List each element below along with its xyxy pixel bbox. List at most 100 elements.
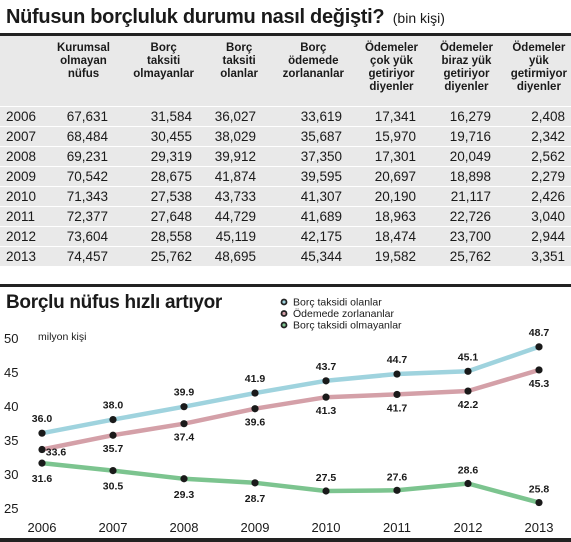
header-cell: Kurumsal olmayan nüfus xyxy=(48,36,114,107)
data-point xyxy=(251,479,259,487)
table-cell: 19,716 xyxy=(422,126,497,147)
table-row: 2012 73,604 28,558 45,119 42,175 18,474 23,700… xyxy=(0,226,571,247)
data-label: 35.7 xyxy=(103,443,124,455)
table-cell: 73,604 xyxy=(48,226,114,247)
data-label: 28.6 xyxy=(458,465,479,477)
y-tick-label: 45 xyxy=(4,365,18,380)
series-line xyxy=(39,460,542,505)
legend-marker-fill xyxy=(282,300,286,304)
table-cell: 67,631 xyxy=(48,106,114,127)
table-header-row: Kurumsal olmayan nüfus Borç taksiti olmayanl… xyxy=(0,36,571,107)
table-cell: 70,542 xyxy=(48,166,114,187)
header-cell-year xyxy=(0,36,48,107)
table-cell: 33,619 xyxy=(262,106,348,127)
table-row: 2007 68,484 30,455 38,029 35,687 15,970 19,716… xyxy=(0,126,571,147)
table-cell: 25,762 xyxy=(422,246,497,267)
header-cell: Ödemeler yük getirmiyor diyenler xyxy=(497,36,571,107)
data-point xyxy=(251,405,259,413)
table-cell: 36,027 xyxy=(198,106,262,127)
table-cell: 42,175 xyxy=(262,226,348,247)
data-label: 48.7 xyxy=(529,327,550,339)
y-tick-label: 50 xyxy=(4,331,18,346)
table-cell: 15,970 xyxy=(348,126,422,147)
x-axis: 2006 2007 2008 2009 2010 2011 2012 2013 xyxy=(28,520,554,535)
data-label: 43.7 xyxy=(316,361,337,373)
top-divider xyxy=(0,33,571,36)
table-cell-year: 2007 xyxy=(0,126,48,147)
table-cell: 71,343 xyxy=(48,186,114,207)
data-label: 30.5 xyxy=(103,481,124,493)
data-point xyxy=(38,429,46,437)
x-tick-label: 2009 xyxy=(241,520,270,535)
table-cell: 31,584 xyxy=(114,106,198,127)
data-point xyxy=(393,390,401,399)
table-cell: 17,341 xyxy=(348,106,422,127)
header-cell: Ödemeler çok yük getiriyor diyenler xyxy=(348,36,422,107)
y-axis: 25 30 35 40 45 50 xyxy=(4,331,18,516)
header-text: Borç taksiti olanlar xyxy=(220,42,258,80)
table-cell: 45,344 xyxy=(262,246,348,267)
table-cell: 18,898 xyxy=(422,166,497,187)
table-cell: 2,408 xyxy=(497,106,571,127)
table-cell-year: 2006 xyxy=(0,106,48,127)
header-text: Ödemeler çok yük getiriyor diyenler xyxy=(364,42,418,93)
data-point xyxy=(464,479,472,488)
table-cell: 22,726 xyxy=(422,206,497,227)
table-cell: 37,350 xyxy=(262,146,348,167)
data-table: Kurumsal olmayan nüfus Borç taksiti olmayanl… xyxy=(0,36,571,267)
data-point xyxy=(180,475,188,483)
table-cell-year: 2010 xyxy=(0,186,48,207)
table-cell: 20,190 xyxy=(348,186,422,207)
x-tick-label: 2010 xyxy=(312,520,341,535)
table-cell: 41,689 xyxy=(262,206,348,227)
y-tick-label: 30 xyxy=(4,467,18,482)
data-label: 29.3 xyxy=(174,489,195,501)
table-cell-year: 2012 xyxy=(0,226,48,247)
header-text: Borç taksiti olmayanlar xyxy=(133,42,194,80)
table-cell: 29,319 xyxy=(114,146,198,167)
table-cell: 19,582 xyxy=(348,246,422,267)
y-tick-label: 25 xyxy=(4,501,18,516)
data-point xyxy=(535,343,543,351)
table-cell-year: 2009 xyxy=(0,166,48,187)
table-cell: 25,762 xyxy=(114,246,198,267)
table-cell: 41,874 xyxy=(198,166,262,187)
table-cell: 23,700 xyxy=(422,226,497,247)
data-point xyxy=(180,420,188,428)
x-tick-label: 2007 xyxy=(99,520,128,535)
legend-label: Ödemede zorlananlar xyxy=(293,308,394,320)
data-label: 44.7 xyxy=(387,354,408,366)
data-label: 37.4 xyxy=(174,432,195,444)
data-label: 45.1 xyxy=(458,351,479,363)
table-cell: 2,279 xyxy=(497,166,571,187)
table-cell: 27,538 xyxy=(114,186,198,207)
data-point xyxy=(109,431,117,439)
data-label: 38.0 xyxy=(103,400,124,412)
data-point xyxy=(322,393,330,401)
data-label: 28.7 xyxy=(245,493,266,505)
data-point xyxy=(38,459,46,467)
data-point xyxy=(38,445,46,454)
table-cell: 21,117 xyxy=(422,186,497,207)
header-text: Ödemeler biraz yük getiriyor diyenler xyxy=(439,42,493,93)
data-label: 25.8 xyxy=(529,484,550,496)
y-axis-label: milyon kişi xyxy=(38,331,86,343)
table-cell: 16,279 xyxy=(422,106,497,127)
data-point xyxy=(322,377,330,385)
header-text: Borç ödemede zorlananlar xyxy=(282,42,344,80)
table-cell: 74,457 xyxy=(48,246,114,267)
table-cell: 43,733 xyxy=(198,186,262,207)
chart-data-labels: 36.0 38.0 39.9 41.9 43.7 44.7 45.1 48.7 33.6 35.7… xyxy=(32,327,550,505)
table-cell-year: 2013 xyxy=(0,246,48,267)
table-row: 2006 67,631 31,584 36,027 33,619 17,341 16,279… xyxy=(0,106,571,127)
header-text: Kurumsal olmayan nüfus xyxy=(56,42,110,80)
table-cell: 3,040 xyxy=(497,206,571,227)
table-cell: 68,484 xyxy=(48,126,114,147)
x-tick-label: 2006 xyxy=(28,520,57,535)
table-cell: 17,301 xyxy=(348,146,422,167)
table-cell: 2,426 xyxy=(497,186,571,207)
legend-marker-fill xyxy=(282,311,286,316)
table-cell: 2,342 xyxy=(497,126,571,147)
chart-title: Borçlu nüfus hızlı artıyor xyxy=(6,292,222,313)
